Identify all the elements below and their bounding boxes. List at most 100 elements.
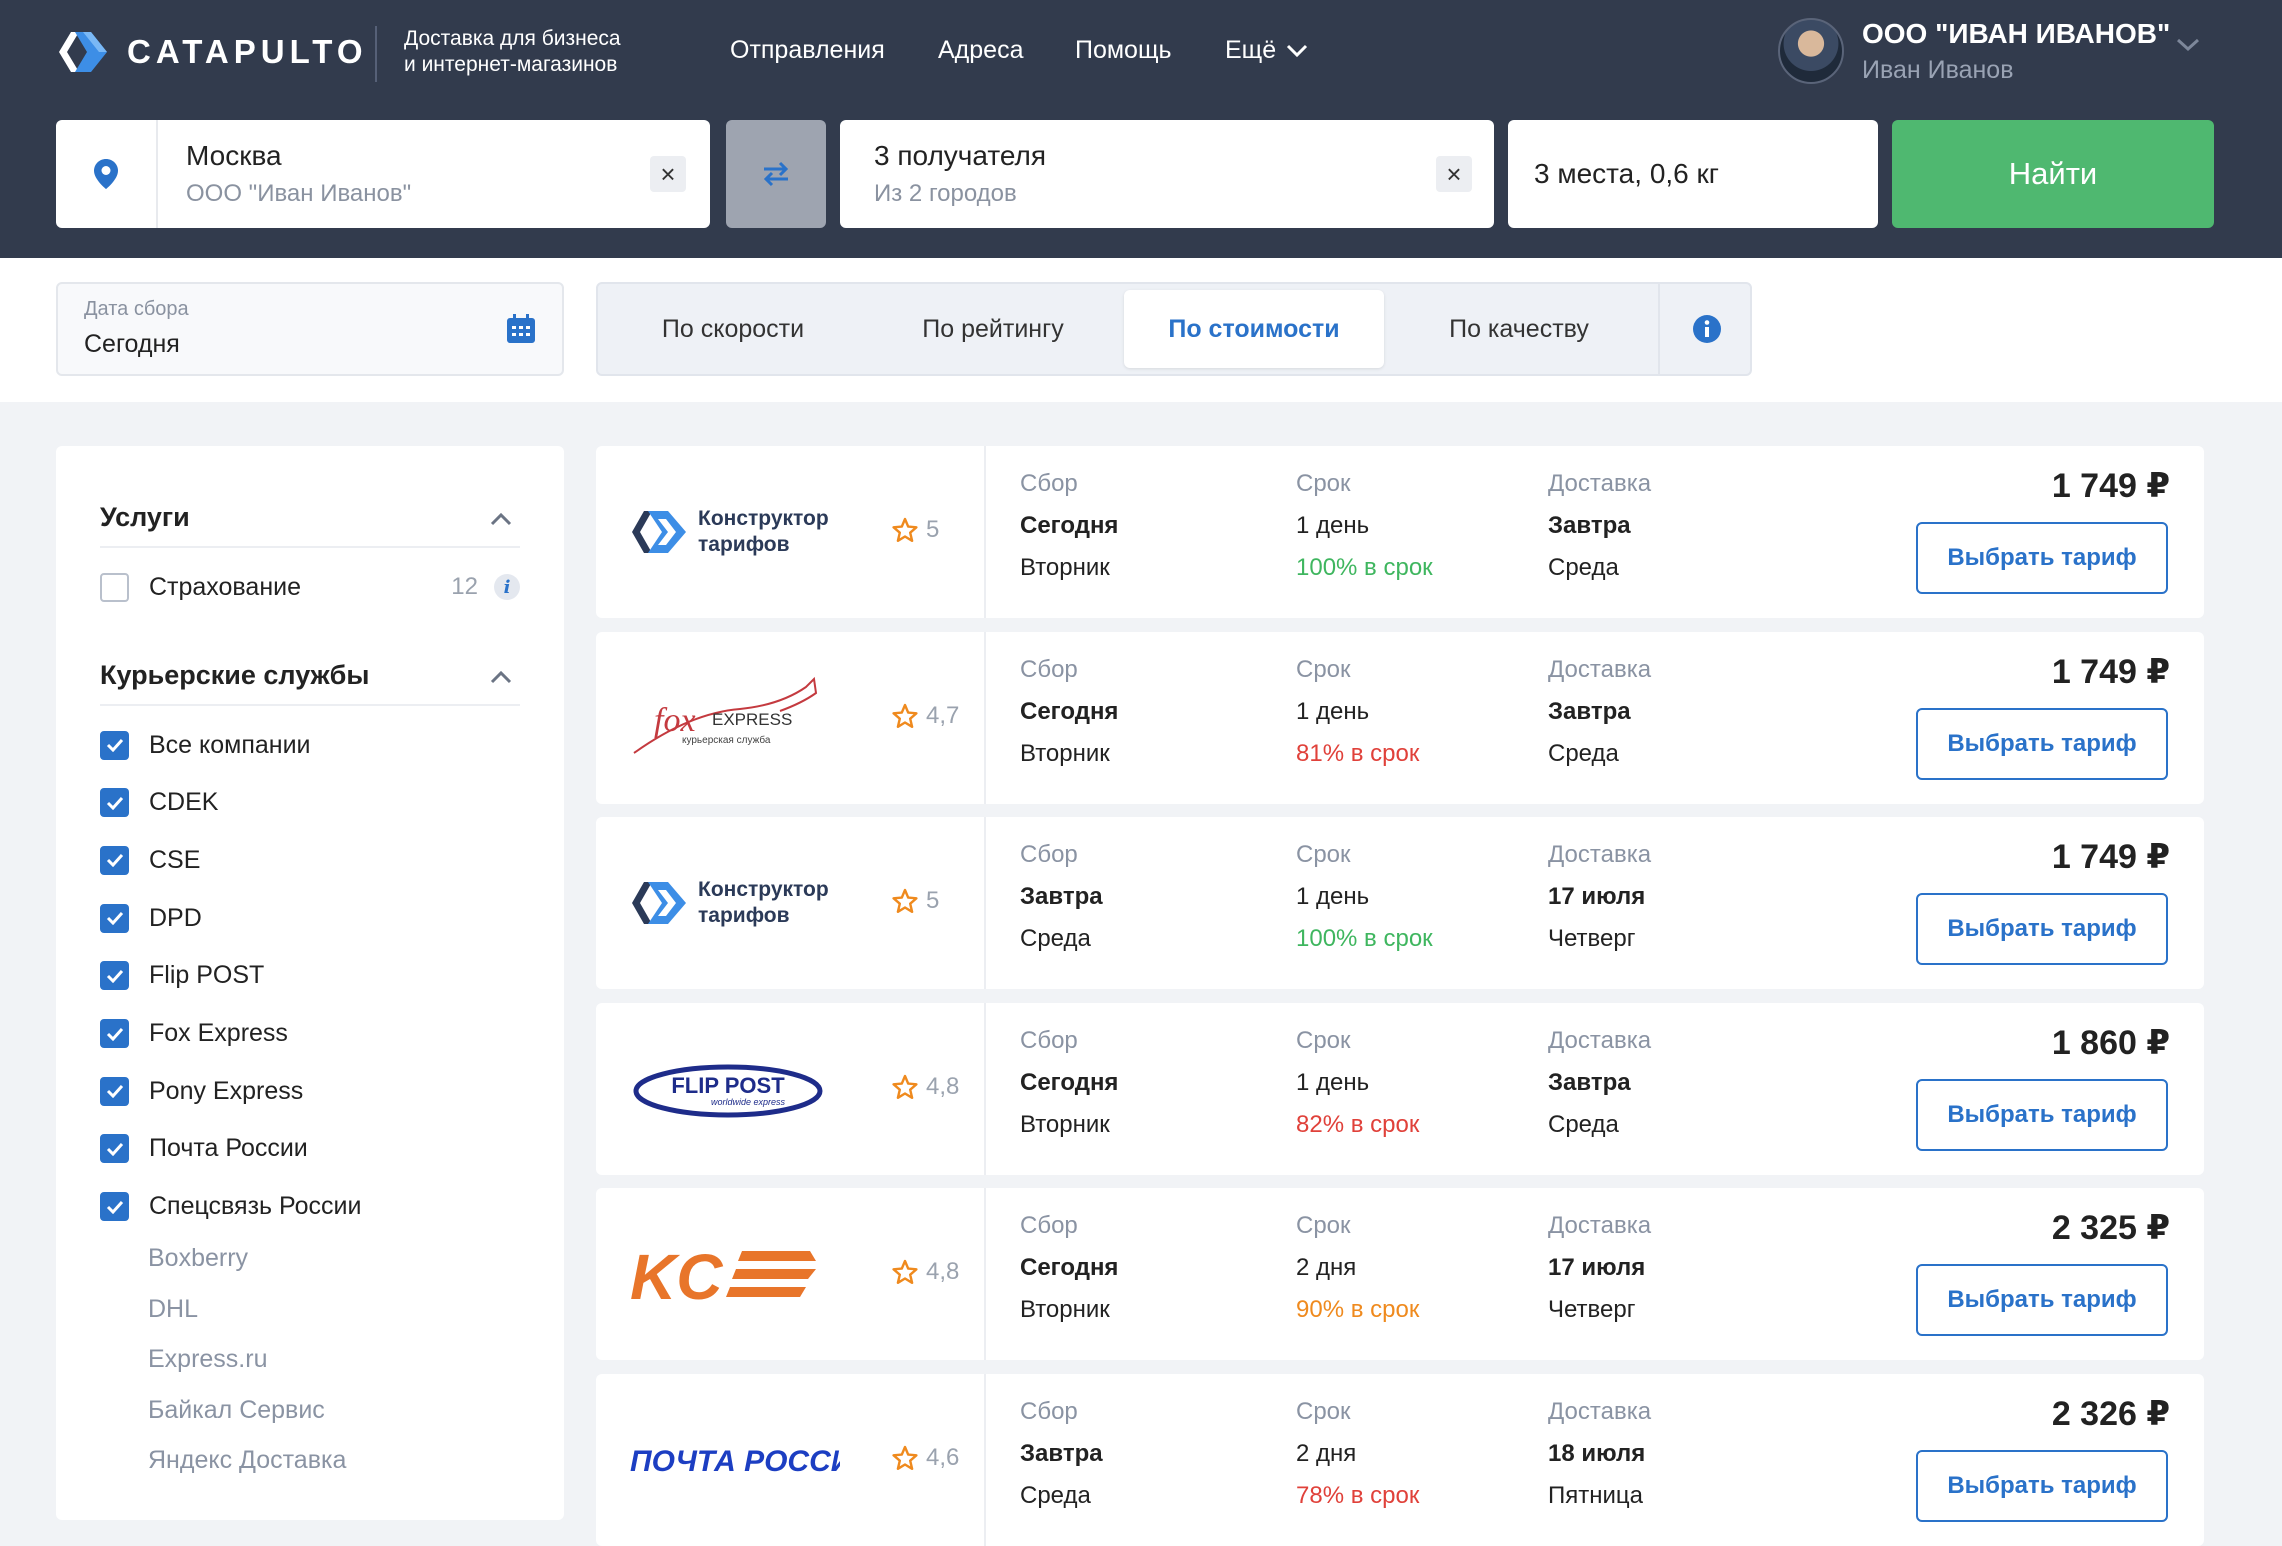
- sort-tab-price[interactable]: По стоимости: [1124, 290, 1384, 368]
- sort-info-button[interactable]: [1662, 284, 1752, 374]
- insurance-filter[interactable]: Страхование 12 i: [100, 570, 520, 604]
- ontime-rate: 78% в срок: [1296, 1482, 1420, 1509]
- pickup-date-field[interactable]: Дата сбора Сегодня: [56, 282, 564, 376]
- choose-tariff-button[interactable]: Выбрать тариф: [1916, 707, 2168, 780]
- swap-arrows-icon: [763, 161, 789, 187]
- checkbox-checked[interactable]: [100, 845, 129, 875]
- from-field[interactable]: Москва ООО "Иван Иванов" ×: [56, 120, 710, 228]
- swap-button[interactable]: [726, 120, 826, 228]
- choose-tariff-button[interactable]: Выбрать тариф: [1916, 1078, 2168, 1151]
- info-icon: [1693, 315, 1721, 343]
- courier-filter-item[interactable]: Fox Express: [100, 1017, 520, 1051]
- choose-tariff-button[interactable]: Выбрать тариф: [1916, 1264, 2168, 1337]
- sort-tab-rating[interactable]: По рейтингу: [922, 314, 1064, 343]
- price: 2 326 ₽: [2051, 1395, 2170, 1433]
- checkmark-icon: [106, 854, 123, 868]
- pickup-date-label: Дата сбора: [84, 298, 189, 320]
- pickup-column: Сбор Завтра Среда: [1020, 1398, 1103, 1510]
- sort-tab-speed[interactable]: По скорости: [661, 314, 805, 343]
- nav-shipments[interactable]: Отправления: [730, 36, 885, 64]
- chevron-down-icon[interactable]: [2176, 38, 2200, 52]
- nav-more-menu[interactable]: Ещё: [1225, 36, 1308, 65]
- delivery-header: Доставка: [1548, 1026, 1652, 1054]
- user-menu[interactable]: ООО "ИВАН ИВАНОВ" Иван Иванов: [1778, 18, 2170, 85]
- clear-from-button[interactable]: ×: [650, 156, 686, 192]
- delivery-header: Доставка: [1548, 841, 1652, 869]
- svg-text:ПОЧТА РОССИИ: ПОЧТА РОССИИ: [630, 1445, 840, 1478]
- clear-to-button[interactable]: ×: [1436, 156, 1472, 192]
- checkbox-checked[interactable]: [100, 903, 129, 933]
- pickup-date-value: Сегодня: [84, 330, 180, 358]
- checkmark-icon: [106, 1142, 123, 1156]
- delivery-day: Завтра: [1548, 1068, 1631, 1096]
- courier-unavailable-item[interactable]: Байкал Сервис: [148, 1395, 325, 1424]
- delivery-column: Доставка Завтра Среда: [1548, 470, 1651, 582]
- pickup-header: Сбор: [1020, 1212, 1078, 1240]
- tariff-card: ПОЧТА РОССИИ 4,6 Сбор Завтра Среда Срок 2 дня 7…: [596, 1374, 2204, 1546]
- courier-unavailable-item[interactable]: DHL: [148, 1294, 199, 1323]
- carrier-logo-area: Конструктор тарифов 5: [596, 446, 986, 618]
- recipients-count: 3 получателя: [874, 140, 1047, 171]
- tagline: Доставка для бизнеса и интернет-магазино…: [404, 27, 621, 76]
- places-field[interactable]: 3 места, 0,6 кг: [1508, 120, 1878, 228]
- checkbox-checked[interactable]: [100, 788, 129, 818]
- nav-addresses[interactable]: Адреса: [938, 36, 1024, 64]
- courier-unavailable-item[interactable]: Яндекс Доставка: [148, 1446, 347, 1474]
- brand-logo[interactable]: CATAPULTO: [55, 28, 368, 76]
- star-icon: [892, 517, 918, 542]
- ontime-rate: 81% в срок: [1296, 739, 1420, 767]
- price: 1 749 ₽: [2051, 838, 2170, 877]
- checkmark-icon: [106, 912, 123, 926]
- courier-filter-item[interactable]: CSE: [100, 843, 520, 877]
- chevron-up-icon[interactable]: [490, 512, 512, 526]
- courier-filter-item[interactable]: Почта России: [100, 1132, 520, 1166]
- insurance-checkbox[interactable]: [100, 572, 129, 602]
- courier-unavailable-item[interactable]: Boxberry: [148, 1244, 249, 1272]
- rating-value: 4,8: [926, 1258, 960, 1286]
- to-field[interactable]: 3 получателя Из 2 городов ×: [840, 120, 1494, 228]
- courier-unavailable-item[interactable]: Express.ru: [148, 1345, 268, 1373]
- pickup-column: Сбор Завтра Среда: [1020, 841, 1103, 953]
- term-header: Срок: [1296, 470, 1351, 497]
- pickup-header: Сбор: [1020, 655, 1078, 683]
- pickup-header: Сбор: [1020, 1026, 1078, 1054]
- svg-text:KC: KC: [630, 1241, 723, 1309]
- choose-tariff-button[interactable]: Выбрать тариф: [1916, 893, 2168, 966]
- checkbox-checked[interactable]: [100, 1134, 129, 1164]
- checkbox-checked[interactable]: [100, 1192, 129, 1222]
- find-button[interactable]: Найти: [1892, 120, 2214, 228]
- term-header: Срок: [1296, 655, 1351, 683]
- choose-tariff-button[interactable]: Выбрать тариф: [1916, 1450, 2168, 1522]
- rating-value: 4,8: [926, 1072, 960, 1100]
- courier-filter-item[interactable]: CDEK: [100, 786, 520, 820]
- avatar: [1778, 18, 1844, 84]
- calendar-icon[interactable]: [506, 314, 536, 344]
- delivery-weekday: Среда: [1548, 739, 1619, 767]
- courier-filter-item[interactable]: Pony Express: [100, 1074, 520, 1108]
- tariff-card: KC 4,8 Сбор Сегодня Вторник Срок 2 дня 90% в ср…: [596, 1188, 2204, 1361]
- checkbox-checked[interactable]: [100, 961, 129, 991]
- pickup-day: Завтра: [1020, 1440, 1103, 1467]
- nav-help[interactable]: Помощь: [1075, 36, 1172, 64]
- courier-filter-item[interactable]: DPD: [100, 901, 520, 935]
- delivery-day: Завтра: [1548, 512, 1631, 539]
- courier-label: Все компании: [149, 730, 311, 759]
- courier-filter-item[interactable]: Все компании: [100, 728, 520, 762]
- checkbox-checked[interactable]: [100, 730, 129, 760]
- chevron-up-icon[interactable]: [490, 670, 512, 684]
- courier-label: Fox Express: [149, 1019, 288, 1047]
- choose-tariff-button[interactable]: Выбрать тариф: [1916, 522, 2168, 594]
- courier-filter-item[interactable]: Flip POST: [100, 959, 520, 993]
- checkmark-icon: [106, 1085, 123, 1099]
- info-icon[interactable]: i: [494, 574, 520, 600]
- checkbox-checked[interactable]: [100, 1076, 129, 1106]
- filter-bar: Дата сбора Сегодня По скорости По рейтин…: [0, 258, 2282, 402]
- delivery-header: Доставка: [1548, 655, 1652, 683]
- courier-filter-item[interactable]: Спецсвязь России: [100, 1190, 520, 1224]
- recipients-cities: Из 2 городов: [874, 180, 1017, 207]
- carrier-rating: 5: [892, 516, 939, 544]
- checkbox-checked[interactable]: [100, 1019, 129, 1048]
- delivery-day: 18 июля: [1548, 1440, 1646, 1467]
- checkmark-icon: [106, 1200, 123, 1214]
- sort-tab-quality[interactable]: По качеству: [1449, 314, 1589, 343]
